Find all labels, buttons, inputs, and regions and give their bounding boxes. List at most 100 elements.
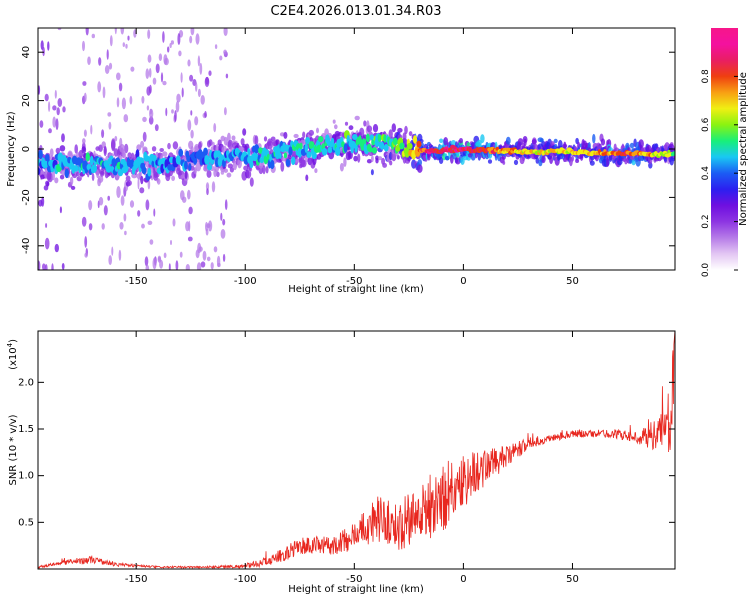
x-tick-label: -50 — [346, 574, 362, 585]
noise-speckle — [171, 175, 176, 181]
spectral-halo — [302, 131, 306, 139]
spectral-ridge-cell — [178, 148, 184, 157]
spectral-ridge-cell — [299, 142, 303, 150]
spectral-halo — [314, 168, 318, 174]
x-tick-label: -150 — [125, 574, 148, 585]
noise-speckle — [98, 57, 102, 66]
noise-speckle — [155, 63, 160, 74]
noise-speckle — [167, 46, 170, 53]
noise-speckle — [52, 105, 57, 111]
spectral-ridge-cell — [111, 158, 117, 168]
spectral-ridge-cell — [368, 146, 373, 153]
noise-speckle — [83, 92, 87, 103]
noise-speckle — [41, 196, 45, 207]
noise-speckle — [162, 80, 167, 86]
noise-speckle — [114, 135, 118, 142]
spectral-halo — [439, 138, 444, 144]
noise-speckle — [205, 182, 210, 191]
spectral-halo — [293, 133, 299, 139]
noise-speckle — [162, 31, 165, 43]
spectral-halo — [246, 169, 252, 179]
spectral-halo — [51, 171, 55, 181]
noise-speckle — [170, 240, 172, 245]
x-tick-label: -150 — [125, 276, 148, 287]
spectral-halo — [388, 129, 393, 139]
spectral-halo — [127, 180, 132, 186]
spectral-halo — [348, 125, 354, 131]
noise-speckle — [107, 195, 110, 201]
spectral-halo — [97, 175, 104, 183]
spectral-halo — [359, 127, 365, 137]
spectral-halo — [98, 144, 103, 152]
spectral-halo — [263, 136, 268, 142]
spectral-ridge-cell — [89, 155, 94, 166]
noise-speckle — [54, 243, 59, 253]
spectral-halo — [404, 125, 408, 135]
spectral-ridge-cell — [343, 143, 348, 153]
noise-speckle — [123, 114, 129, 123]
noise-speckle — [130, 66, 135, 72]
spectral-halo — [372, 124, 379, 133]
noise-speckle — [129, 200, 135, 208]
noise-speckle — [160, 72, 164, 83]
spectral-ridge-cell — [147, 167, 152, 177]
noise-speckle — [57, 98, 63, 107]
x-tick-label: 0 — [460, 276, 466, 287]
spectral-ridge-cell — [308, 141, 315, 150]
x-tick-label: 50 — [566, 574, 579, 585]
noise-speckle — [39, 120, 44, 128]
spectral-ridge-cell — [270, 159, 275, 170]
spectral-ridge-cell — [311, 151, 317, 160]
spectral-ridge-cell — [371, 139, 375, 146]
spectral-halo — [265, 166, 269, 174]
spectral-ridge-cell — [318, 136, 324, 143]
noise-speckle — [62, 106, 66, 113]
spectral-halo — [575, 158, 580, 163]
spectral-ridge-cell — [206, 155, 210, 165]
noise-speckle — [206, 256, 211, 262]
spectral-halo — [254, 135, 259, 146]
spectral-ridge-cell — [207, 164, 212, 171]
spectral-halo — [113, 148, 119, 157]
spectral-halo — [78, 150, 84, 159]
noise-speckle — [147, 54, 152, 63]
snr-multiplier-exponent: 4 — [6, 342, 14, 347]
spectral-halo — [47, 172, 53, 183]
spectral-halo — [70, 185, 76, 190]
colorbar-tick-label: 0.8 — [701, 69, 711, 84]
noise-speckle — [147, 179, 151, 190]
noise-speckle — [111, 246, 114, 256]
noise-speckle — [141, 223, 145, 229]
noise-speckle — [108, 121, 112, 130]
spectral-halo — [40, 174, 45, 180]
noise-speckle — [38, 260, 41, 270]
noise-speckle — [48, 101, 51, 112]
spectrogram-x-ticks: -150 -100 -50 0 50 — [125, 28, 579, 287]
noise-speckle — [225, 73, 229, 79]
noise-speckle — [56, 107, 60, 116]
noise-speckle — [189, 35, 193, 44]
spectral-halo — [541, 155, 546, 164]
noise-speckle — [206, 188, 209, 196]
spectrogram-y-ticks: -40 -20 0 20 40 — [21, 46, 675, 254]
spectral-ridge-cell — [399, 142, 405, 150]
spectral-halo — [223, 168, 228, 173]
spectral-ridge-cell — [193, 156, 198, 165]
spectrogram-x-label: Height of straight line (km) — [288, 284, 424, 295]
noise-speckle — [137, 210, 141, 217]
noise-speckle — [101, 129, 105, 139]
noise-speckle — [108, 255, 112, 266]
spectral-halo — [371, 155, 374, 163]
noise-speckle — [187, 236, 193, 242]
noise-speckle — [224, 199, 228, 211]
spectral-ridge-cell — [416, 140, 422, 148]
spectral-halo — [242, 128, 247, 136]
spectral-ridge-cell — [369, 134, 374, 141]
noise-speckle — [83, 129, 87, 137]
noise-speckle — [88, 223, 93, 231]
spectral-ridge-cell — [85, 152, 90, 162]
snr-line-layer — [38, 331, 675, 569]
noise-speckle — [106, 49, 109, 60]
spectral-halo — [198, 141, 202, 150]
spectral-halo — [151, 146, 157, 152]
